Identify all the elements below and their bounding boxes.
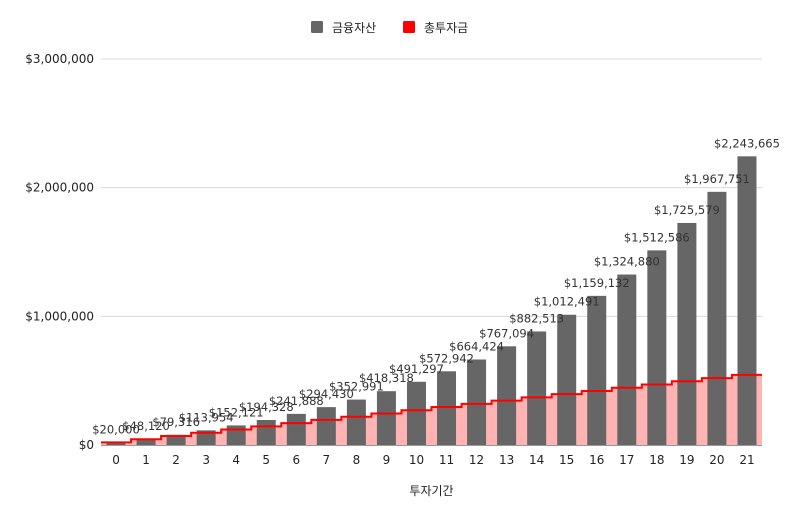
x-tick-label: 5	[262, 453, 270, 467]
x-tick-label: 0	[112, 453, 120, 467]
x-tick-label: 14	[529, 453, 544, 467]
asset-bar	[406, 381, 426, 445]
x-tick-label: 17	[619, 453, 634, 467]
data-label: $418,318	[359, 371, 414, 385]
investment-step-line	[101, 373, 762, 444]
asset-bar	[707, 191, 727, 445]
x-tick-label: 3	[202, 453, 210, 467]
asset-bar	[376, 391, 396, 445]
data-label: $1,012,491	[534, 295, 600, 309]
data-label: $572,942	[419, 351, 474, 365]
data-label: $1,512,586	[624, 230, 690, 244]
asset-bar	[226, 425, 246, 445]
asset-bar	[497, 346, 517, 445]
data-label: $1,725,579	[654, 203, 720, 217]
asset-bar	[106, 442, 126, 445]
x-tick-label: 18	[649, 453, 664, 467]
data-label: $79,316	[152, 415, 200, 429]
legend-label: 총투자금	[424, 21, 468, 35]
x-tick-label: 8	[353, 453, 361, 467]
asset-bar	[196, 430, 216, 445]
data-label: $1,159,132	[564, 276, 630, 290]
x-tick-label: 1	[142, 453, 150, 467]
asset-bar	[256, 420, 276, 445]
y-axis-ticks: $0 $1,000,000 $2,000,000 $3,000,000	[25, 52, 94, 452]
data-labels: $20,000$48,120$79,316$113,954$152,121$19…	[92, 136, 780, 436]
asset-bar	[467, 359, 487, 445]
x-tick-label: 21	[739, 453, 754, 467]
data-label: $491,297	[389, 362, 444, 376]
data-label: $241,888	[269, 394, 324, 408]
x-tick-label: 4	[232, 453, 240, 467]
legend: 금융자산 총투자금	[311, 21, 468, 35]
asset-bar	[677, 222, 697, 445]
x-tick-label: 16	[589, 453, 604, 467]
legend-label: 금융자산	[332, 21, 376, 35]
asset-bar	[346, 399, 366, 445]
asset-bar	[737, 156, 757, 445]
asset-bar	[437, 371, 457, 445]
x-axis-ticks: 0 1 2 3 4 5 6 7 8 9 10 11 12 13 14 15 16 17 18 19 20 21	[112, 453, 754, 467]
data-label: $664,424	[449, 340, 504, 354]
y-tick-label: $0	[79, 438, 94, 452]
x-tick-label: 2	[172, 453, 180, 467]
legend-swatch	[311, 21, 323, 33]
x-tick-label: 20	[709, 453, 724, 467]
data-label: $194,328	[239, 400, 294, 414]
x-tick-label: 9	[383, 453, 391, 467]
legend-swatch	[403, 21, 415, 33]
asset-bar	[286, 413, 306, 445]
x-tick-label: 6	[292, 453, 300, 467]
data-label: $20,000	[92, 422, 140, 436]
x-axis-title: 투자기간	[409, 484, 453, 498]
data-label: $1,967,751	[684, 172, 750, 186]
y-tick-label: $2,000,000	[25, 181, 94, 195]
asset-bar	[647, 250, 667, 445]
x-tick-label: 13	[499, 453, 514, 467]
x-tick-label: 10	[409, 453, 424, 467]
asset-bar	[527, 331, 547, 445]
investment-step-line-path	[101, 373, 762, 444]
asset-bar	[617, 274, 637, 445]
asset-bar	[166, 434, 186, 445]
data-label: $152,121	[209, 405, 264, 419]
data-label: $1,324,880	[594, 255, 660, 269]
data-label: $352,991	[329, 380, 384, 394]
data-label: $882,513	[509, 311, 564, 325]
x-tick-label: 19	[679, 453, 694, 467]
data-label: $767,094	[479, 326, 534, 340]
data-label: $2,243,665	[714, 136, 780, 150]
asset-bar	[316, 407, 336, 445]
x-tick-label: 15	[559, 453, 574, 467]
x-tick-label: 7	[323, 453, 331, 467]
y-tick-label: $3,000,000	[25, 52, 94, 66]
y-tick-label: $1,000,000	[25, 309, 94, 323]
asset-bar	[557, 314, 577, 445]
asset-bar	[136, 438, 156, 445]
data-label: $294,430	[299, 387, 354, 401]
data-label: $48,120	[122, 419, 170, 433]
x-tick-label: 11	[439, 453, 454, 467]
asset-bars	[106, 156, 757, 445]
data-label: $113,954	[179, 410, 234, 424]
x-tick-label: 12	[469, 453, 484, 467]
asset-bar	[587, 295, 607, 445]
